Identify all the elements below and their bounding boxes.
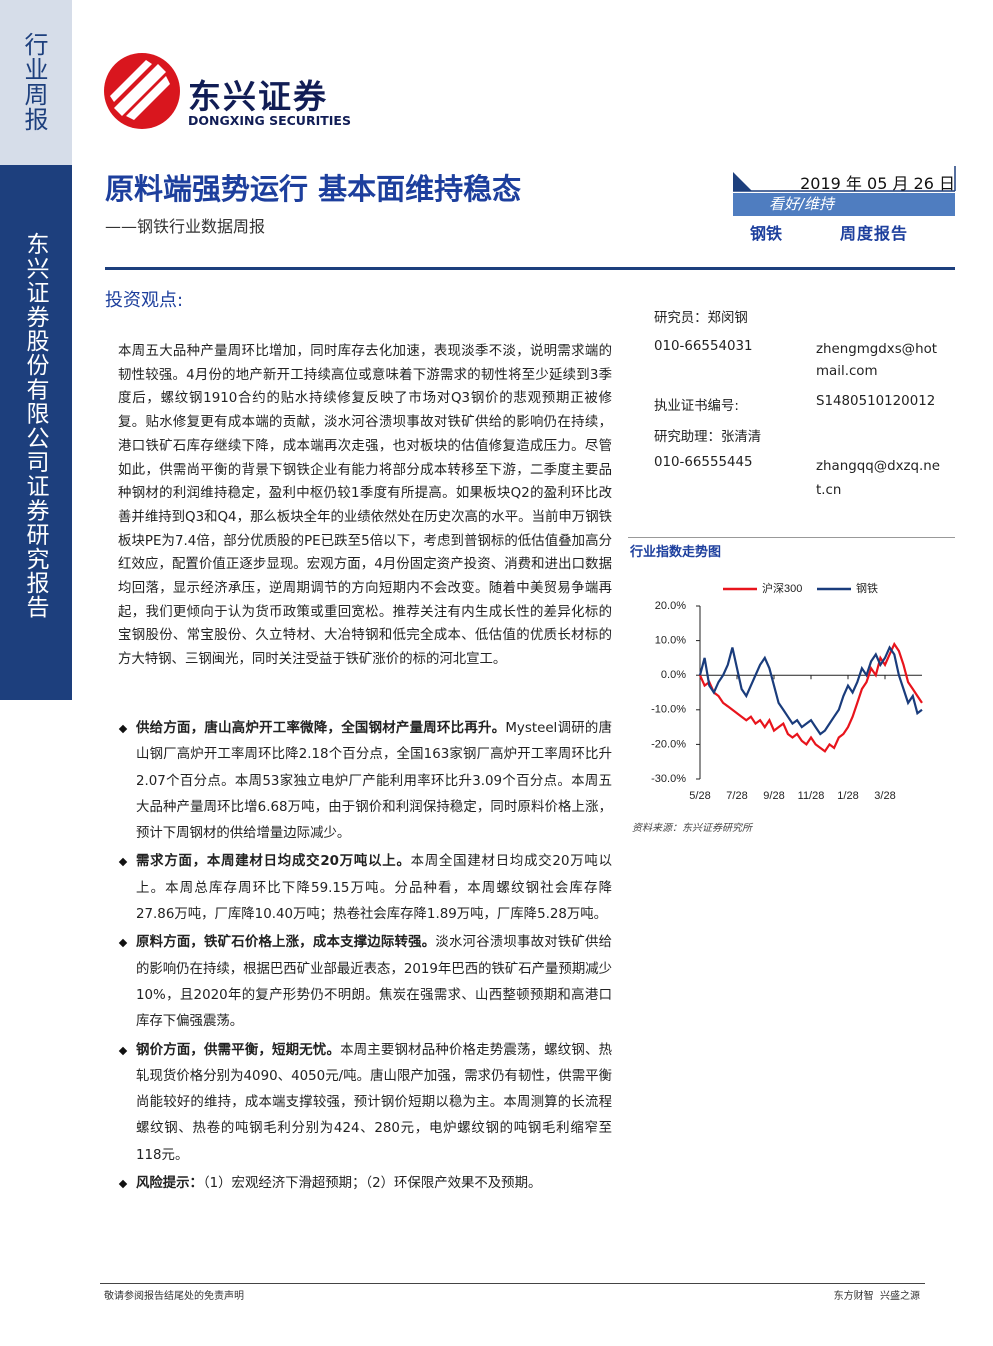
y-tick-label: 10.0% [655, 635, 686, 647]
chart-title: 行业指数走势图 [630, 545, 722, 560]
x-tick-label: 11/28 [798, 790, 825, 802]
bullet-marker [118, 858, 128, 867]
chart: 20.0% 10.0% 0.0% -10.0% -20.0% -30.0%5/28 7/28… [651, 581, 923, 802]
report-category: 行业周报 [20, 32, 48, 132]
bullet: 钢价方面，供需平衡，短期无忧。本周主要钢材品种价格走势震荡，螺纹钢、热轧现货价格… [118, 1038, 612, 1169]
report-subtitle: ——钢铁行业数据周报 [105, 217, 266, 236]
company-vertical: 东兴证券股份有限公司证券研究报告 [22, 232, 48, 620]
footer-rule [100, 1283, 925, 1284]
sidebar-top [0, 0, 72, 165]
assistant-email: zhangqq@dxzq.net.cn [816, 459, 941, 498]
bullet: 风险提示：（1）宏观经济下滑超预期；（2）环保限产效果不及预期。 [118, 1171, 612, 1197]
x-tick-label: 1/28 [837, 790, 858, 802]
x-tick-label: 5/28 [689, 790, 710, 802]
report-type: 周度报告 [840, 224, 909, 243]
bullet-text: （1）宏观经济下滑超预期；（2）环保限产效果不及预期。 [202, 1176, 542, 1192]
bullet-marker [118, 1046, 128, 1055]
series-line [698, 641, 923, 753]
bullet: 需求方面，本周建材日均成交20万吨以上。本周全国建材日均成交20万吨以上。本周总… [118, 849, 612, 928]
y-tick-label: -30.0% [651, 773, 686, 785]
bullet-lead: 需求方面，本周建材日均成交20万吨以上。 [136, 854, 411, 870]
bullet-text: 本周主要钢材品种价格走势震荡，螺纹钢、热轧现货价格分别为4090、4050元/吨… [136, 1042, 612, 1163]
logo-mark [104, 53, 180, 129]
date-frame [733, 166, 956, 192]
assistant: 研究助理：张清清 [654, 430, 762, 445]
section-title: 投资观点: [105, 290, 184, 311]
bullet-list: 供给方面，唐山高炉开工率微降，全国钢材产量周环比再升。Mysteel调研的唐山钢… [118, 716, 612, 1199]
industry: 钢铁 [750, 224, 783, 243]
logo-english: DONGXING SECURITIES [188, 113, 351, 128]
license-number: S1480510120012 [816, 394, 936, 409]
bullet-text: 淡水河谷溃坝事故对铁矿供给的影响仍在持续，根据巴西矿业部最近表态，2019年巴西… [136, 935, 613, 1030]
bullet-lead: 原料方面，铁矿石价格上涨，成本支撑边际转强。 [136, 935, 436, 951]
y-tick-label: 20.0% [655, 600, 686, 612]
report-title: 原料端强势运行 基本面维持稳态 [105, 172, 522, 206]
bullet-marker [118, 724, 128, 734]
license-label: 执业证书编号: [654, 399, 739, 414]
legend-label: 沪深300 [762, 581, 802, 595]
x-tick-label: 3/28 [874, 790, 895, 802]
bullet-lead: 钢价方面，供需平衡，短期无忧。 [136, 1042, 341, 1058]
bullet: 供给方面，唐山高炉开工率微降，全国钢材产量周环比再升。Mysteel调研的唐山钢… [118, 716, 612, 847]
assistant-phone: 010-66555445 [654, 455, 753, 470]
summary-paragraph: 本周五大品种产量周环比增加，同时库存去化加速，表现淡季不淡，说明需求端的韧性较强… [118, 344, 612, 668]
header-rule [105, 267, 955, 270]
series-line [698, 645, 923, 736]
chart-source: 资料来源：东兴证券研究所 [632, 823, 752, 834]
bullet-text: Mysteel调研的唐山钢厂高炉开工率周环比降2.18个百分点，全国163家钢厂… [136, 721, 612, 842]
bullet-text: 本周全国建材日均成交20万吨以上。本周总库存周环比下降59.15万吨。分品种看，… [136, 854, 612, 923]
footer-disclaimer: 敬请参阅报告结尾处的免责声明 [104, 1291, 244, 1302]
logo-name: 东兴证券 [188, 77, 328, 116]
x-tick-label: 9/28 [763, 790, 784, 802]
researcher-phone: 010-66554031 [654, 339, 753, 354]
footer-slogan: 东方财智 兴盛之源 [833, 1291, 920, 1302]
researcher-email: zhengmgdxs@hotmail.com [816, 342, 938, 379]
researcher: 研究员：郑闵钢 [654, 311, 748, 326]
rating: 看好/维持 [733, 193, 955, 216]
x-tick-label: 7/28 [726, 790, 747, 802]
y-tick-label: -20.0% [651, 738, 686, 750]
bullet-marker [118, 939, 128, 948]
bullet-marker [118, 1179, 128, 1189]
y-tick-label: -10.0% [651, 704, 686, 716]
report-date: 2019 年 05 月 26 日 [800, 174, 955, 193]
bullet-lead: 供给方面，唐山高炉开工率微降，全国钢材产量周环比再升。 [136, 721, 506, 736]
sidebar-band [0, 165, 72, 700]
legend-label: 钢铁 [856, 582, 878, 595]
bullet-lead: 风险提示： [136, 1176, 203, 1192]
y-tick-label: 0.0% [661, 669, 686, 681]
chart-rule [628, 537, 955, 538]
bullet: 原料方面，铁矿石价格上涨，成本支撑边际转强。淡水河谷溃坝事故对铁矿供给的影响仍在… [118, 930, 612, 1035]
